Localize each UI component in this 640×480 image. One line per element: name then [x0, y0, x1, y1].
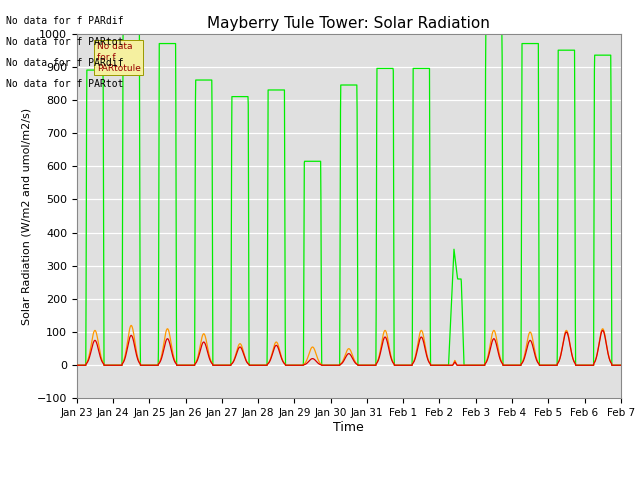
PAR Water	[617, 362, 625, 368]
X-axis label: Time: Time	[333, 421, 364, 434]
PAR Tule	[338, 360, 346, 366]
PAR Tule	[601, 333, 609, 338]
Y-axis label: Solar Radiation (W/m2 and umol/m2/s): Solar Radiation (W/m2 and umol/m2/s)	[21, 108, 31, 324]
PAR In	[119, 31, 127, 36]
Line: PAR Tule: PAR Tule	[77, 325, 621, 365]
Text: No data
for f
PARtotule: No data for f PARtotule	[97, 42, 141, 73]
Text: No data for f PARtot: No data for f PARtot	[6, 37, 124, 47]
PAR Water	[599, 327, 607, 333]
PAR Water	[501, 362, 509, 368]
PAR Tule	[100, 362, 108, 368]
PAR In	[617, 362, 625, 368]
PAR In	[601, 52, 609, 58]
PAR Water	[73, 362, 81, 368]
PAR Tule	[323, 362, 331, 368]
PAR In	[502, 362, 509, 368]
Title: Mayberry Tule Tower: Solar Radiation: Mayberry Tule Tower: Solar Radiation	[207, 16, 490, 31]
PAR Water	[323, 362, 331, 368]
PAR Water	[602, 336, 609, 341]
PAR Water	[601, 334, 609, 340]
PAR In	[338, 82, 346, 88]
PAR Tule	[602, 334, 609, 340]
PAR In	[73, 362, 81, 368]
PAR Tule	[73, 362, 81, 368]
Legend: PAR Water, PAR Tule, PAR In: PAR Water, PAR Tule, PAR In	[184, 479, 513, 480]
Text: No data for f PARtot: No data for f PARtot	[6, 79, 124, 89]
PAR Water	[100, 362, 108, 368]
PAR In	[602, 52, 609, 58]
Text: No data for f PARdif: No data for f PARdif	[6, 58, 124, 68]
Text: No data for f PARdif: No data for f PARdif	[6, 16, 124, 26]
PAR Water	[337, 361, 345, 367]
PAR In	[100, 362, 108, 368]
PAR Tule	[502, 362, 509, 368]
PAR Tule	[617, 362, 625, 368]
Line: PAR Water: PAR Water	[77, 330, 621, 365]
Line: PAR In: PAR In	[77, 34, 621, 365]
PAR Tule	[127, 323, 135, 328]
PAR In	[323, 362, 331, 368]
